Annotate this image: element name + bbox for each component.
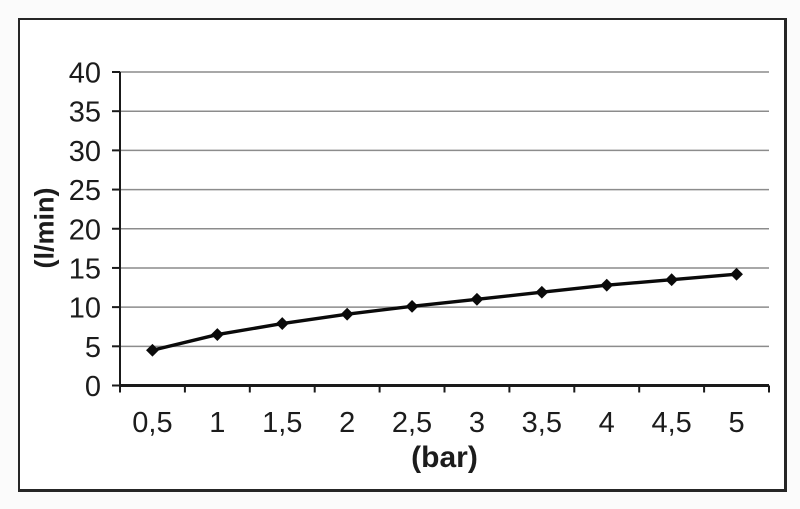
x-tick-label: 4,5 — [651, 407, 691, 439]
x-tick-label: 3 — [469, 407, 485, 439]
data-point-marker — [470, 292, 484, 306]
data-point-marker — [730, 267, 743, 281]
y-tick-label: 10 — [69, 293, 101, 325]
y-tick-label: 35 — [69, 97, 101, 129]
chart-frame — [18, 18, 787, 492]
x-tick-label: 5 — [728, 407, 744, 439]
data-point-marker — [210, 328, 224, 341]
data-point-marker — [405, 299, 419, 313]
x-tick-label: 1 — [209, 407, 225, 439]
x-tick-label: 0,5 — [132, 407, 172, 439]
y-tick-label: 0 — [85, 371, 101, 403]
data-point-marker — [146, 343, 159, 357]
x-axis-title: (bar) — [411, 441, 478, 474]
y-tick-label: 25 — [69, 175, 101, 207]
x-tick-label: 3,5 — [522, 407, 562, 439]
data-point-marker — [535, 285, 549, 299]
x-tick-label: 2,5 — [392, 407, 432, 439]
y-axis-title: (l/min) — [29, 187, 60, 269]
data-point-marker — [600, 278, 614, 292]
y-tick-label: 40 — [69, 58, 101, 90]
x-tick-label: 2 — [339, 407, 355, 439]
x-tick-label: 4 — [599, 407, 615, 439]
data-point-marker — [275, 317, 289, 330]
y-tick-label: 30 — [69, 136, 101, 168]
x-tick-label: 1,5 — [262, 407, 302, 439]
y-tick-label: 15 — [69, 253, 101, 285]
y-tick-label: 20 — [69, 214, 101, 246]
data-series-line — [152, 272, 737, 352]
data-point-marker — [340, 307, 354, 321]
data-point-marker — [665, 273, 679, 287]
y-tick-label: 5 — [85, 332, 101, 364]
